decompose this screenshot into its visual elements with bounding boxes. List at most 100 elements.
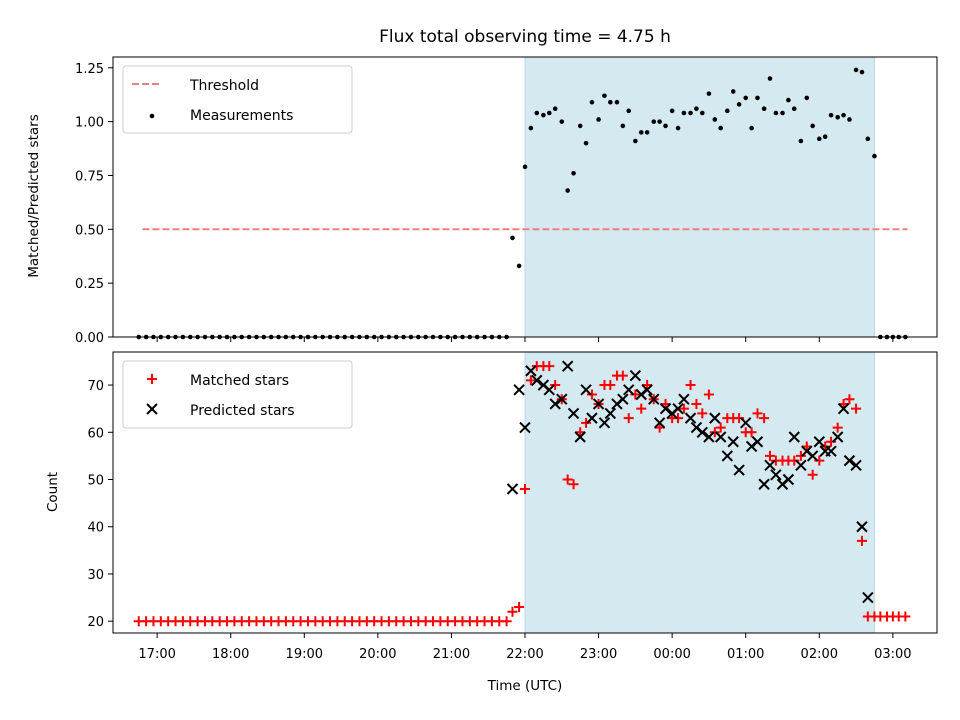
data-point	[856, 535, 867, 546]
data-point	[577, 123, 583, 129]
data-point	[700, 110, 705, 116]
data-point	[751, 436, 764, 448]
y-axis-label-top: Matched/Predicted stars	[26, 114, 42, 277]
data-point	[759, 413, 770, 424]
data-point	[507, 606, 518, 617]
data-point	[544, 361, 555, 372]
data-point	[630, 389, 641, 400]
y-tick-label: 0.25	[75, 277, 104, 292]
data-point	[734, 413, 745, 424]
data-point	[835, 115, 840, 120]
data-point	[678, 393, 690, 405]
data-point	[872, 153, 877, 159]
data-point	[614, 99, 620, 105]
data-point	[522, 164, 528, 170]
observing-interval-shade	[524, 351, 875, 634]
data-point	[832, 422, 843, 433]
data-point	[856, 521, 868, 533]
legend-box	[122, 65, 353, 134]
data-point	[651, 119, 657, 124]
data-point	[567, 407, 580, 420]
data-point	[516, 263, 522, 269]
data-point	[844, 394, 855, 405]
data-point	[565, 188, 570, 193]
data-point	[586, 412, 598, 424]
data-point	[559, 119, 565, 124]
data-point	[602, 93, 607, 99]
series-predicted-stars	[506, 360, 874, 604]
data-point	[798, 138, 804, 144]
legend: Matched stars Predicted stars	[122, 360, 353, 429]
data-point	[843, 454, 856, 467]
data-point	[556, 393, 568, 405]
data-point	[804, 95, 810, 101]
x-tick-label: 19:00	[286, 647, 323, 662]
data-point	[709, 412, 721, 424]
data-point	[789, 455, 800, 466]
data-point	[685, 380, 696, 391]
x-tick-label: 17:00	[138, 647, 175, 662]
data-point	[714, 431, 727, 443]
x-tick-label: 21:00	[433, 647, 470, 662]
legend-label: Threshold	[189, 78, 259, 94]
data-point	[814, 455, 825, 466]
y-axis-label-bottom: Count	[45, 472, 61, 512]
data-point	[583, 140, 589, 146]
data-point	[506, 483, 519, 495]
y-tick-label: 50	[87, 474, 104, 489]
data-point	[691, 398, 702, 409]
data-point	[580, 384, 592, 396]
data-point	[813, 436, 825, 448]
data-point	[617, 370, 628, 381]
data-point	[709, 427, 720, 438]
data-point	[859, 69, 865, 75]
data-point	[721, 450, 734, 462]
data-point	[678, 403, 689, 414]
data-point	[752, 408, 763, 419]
data-point	[605, 380, 616, 391]
legend-predicted-swatch	[146, 403, 158, 415]
data-point	[688, 110, 693, 116]
data-point	[791, 106, 797, 111]
data-point	[764, 459, 776, 472]
data-point	[574, 431, 586, 443]
data-point	[706, 91, 712, 96]
data-point	[718, 125, 723, 131]
x-tick-label: 22:00	[506, 647, 543, 662]
data-point	[828, 112, 834, 118]
data-point	[617, 393, 629, 405]
data-point	[715, 422, 726, 433]
data-point	[586, 389, 597, 400]
data-point	[755, 95, 760, 101]
data-point	[712, 117, 718, 122]
data-point	[629, 369, 642, 382]
data-point	[520, 483, 530, 494]
x-tick-label: 18:00	[212, 647, 249, 662]
data-point	[694, 106, 699, 111]
data-point	[851, 403, 862, 414]
data-point	[703, 431, 715, 443]
data-point	[837, 402, 850, 415]
data-point	[608, 99, 613, 105]
data-point	[552, 106, 558, 111]
data-point	[786, 97, 791, 103]
data-point	[862, 591, 874, 604]
data-point	[761, 106, 767, 111]
data-point	[641, 384, 653, 396]
x-tick-label: 20:00	[359, 647, 396, 662]
bottom-panel: 20 30 40 50 60 70 17:00 18:00 19:00 20:00 21:00 22:…	[87, 351, 938, 662]
data-point	[669, 108, 675, 114]
data-point	[850, 459, 862, 472]
legend-matched-swatch	[147, 374, 157, 384]
legend-label: Measurements	[190, 108, 293, 124]
top-panel: 0.00 0.25 0.50 0.75 1.00 1.25 Threshold Measure…	[75, 56, 938, 346]
data-point	[826, 436, 837, 447]
data-point	[638, 130, 644, 135]
legend-box	[122, 360, 353, 429]
y-tick-label: 20	[87, 615, 104, 630]
legend: Threshold Measurements	[122, 65, 353, 134]
data-point	[604, 407, 617, 420]
y-tick-label: 70	[87, 379, 104, 394]
data-point	[696, 426, 709, 438]
